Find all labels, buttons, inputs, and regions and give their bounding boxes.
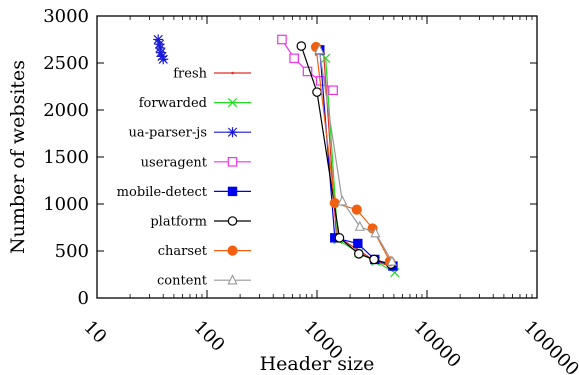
legend-label: charset bbox=[158, 244, 208, 259]
data-point bbox=[227, 274, 238, 285]
data-point bbox=[227, 216, 238, 226]
legend-label: ua-parser-js bbox=[129, 126, 207, 141]
data-point bbox=[329, 197, 340, 209]
data-point bbox=[369, 254, 379, 265]
legend-item-ua-parser-js: ua-parser-js bbox=[129, 126, 251, 141]
data-point bbox=[328, 85, 338, 96]
data-point bbox=[351, 204, 362, 215]
y-tick-label: 2500 bbox=[43, 53, 89, 74]
x-tick-label: 10000 bbox=[409, 317, 464, 372]
legend-item-fresh: fresh bbox=[173, 67, 251, 82]
data-point bbox=[227, 157, 238, 167]
legend-label: fresh bbox=[173, 67, 207, 82]
y-tick-label: 1000 bbox=[43, 194, 89, 215]
x-tick-label: 100 bbox=[189, 317, 228, 356]
data-point bbox=[227, 97, 238, 108]
y-tick-label: 0 bbox=[78, 288, 89, 309]
data-point bbox=[353, 238, 363, 249]
series-mobile-detect bbox=[315, 45, 398, 271]
legend-label: platform bbox=[150, 215, 207, 230]
series-platform bbox=[296, 41, 396, 269]
legend-item-useragent: useragent bbox=[141, 155, 251, 170]
legend-item-charset: charset bbox=[158, 244, 251, 259]
data-point bbox=[277, 34, 287, 45]
legend-item-content: content bbox=[157, 274, 251, 289]
data-point bbox=[231, 71, 234, 75]
y-tick-label: 500 bbox=[55, 241, 89, 262]
legend-item-platform: platform bbox=[150, 215, 251, 230]
legend-item-mobile-detect: mobile-detect bbox=[117, 185, 251, 200]
series-content bbox=[314, 43, 398, 266]
x-axis-title: Header size bbox=[260, 353, 375, 375]
data-point bbox=[227, 245, 238, 256]
data-point bbox=[302, 66, 313, 77]
data-point bbox=[354, 249, 364, 259]
y-tick-label: 1500 bbox=[43, 147, 89, 168]
data-point bbox=[296, 41, 307, 51]
data-point bbox=[386, 255, 398, 266]
series-ua-parser-js bbox=[153, 34, 169, 65]
data-point bbox=[158, 54, 169, 65]
data-point bbox=[312, 87, 322, 97]
data-point bbox=[321, 53, 331, 63]
y-tick-label: 3000 bbox=[43, 6, 89, 27]
data-point bbox=[314, 43, 325, 55]
data-point bbox=[334, 233, 345, 243]
data-point bbox=[354, 220, 365, 231]
data-point bbox=[370, 227, 381, 238]
x-tick-label: 10 bbox=[79, 317, 110, 348]
legend-label: mobile-detect bbox=[117, 185, 208, 200]
series-charset bbox=[310, 41, 396, 267]
data-point-stroke bbox=[321, 53, 331, 63]
data-point-stroke bbox=[390, 267, 400, 278]
legend-label: forwarded bbox=[139, 96, 207, 111]
data-point bbox=[227, 186, 238, 197]
legend-label: content bbox=[157, 274, 208, 289]
legend-item-forwarded: forwarded bbox=[139, 96, 251, 111]
x-tick-label: 100000 bbox=[519, 317, 579, 375]
legend-label: useragent bbox=[141, 155, 208, 170]
data-point bbox=[289, 53, 299, 64]
y-tick-label: 2000 bbox=[43, 100, 89, 121]
data-point bbox=[227, 127, 238, 138]
legend: fresh forwarded ua-parser-js useragent mobil… bbox=[117, 67, 251, 289]
plot-series bbox=[153, 34, 400, 278]
data-point-stroke bbox=[227, 97, 238, 108]
data-point bbox=[337, 195, 348, 206]
y-axis-title: Number of websites bbox=[7, 60, 29, 254]
